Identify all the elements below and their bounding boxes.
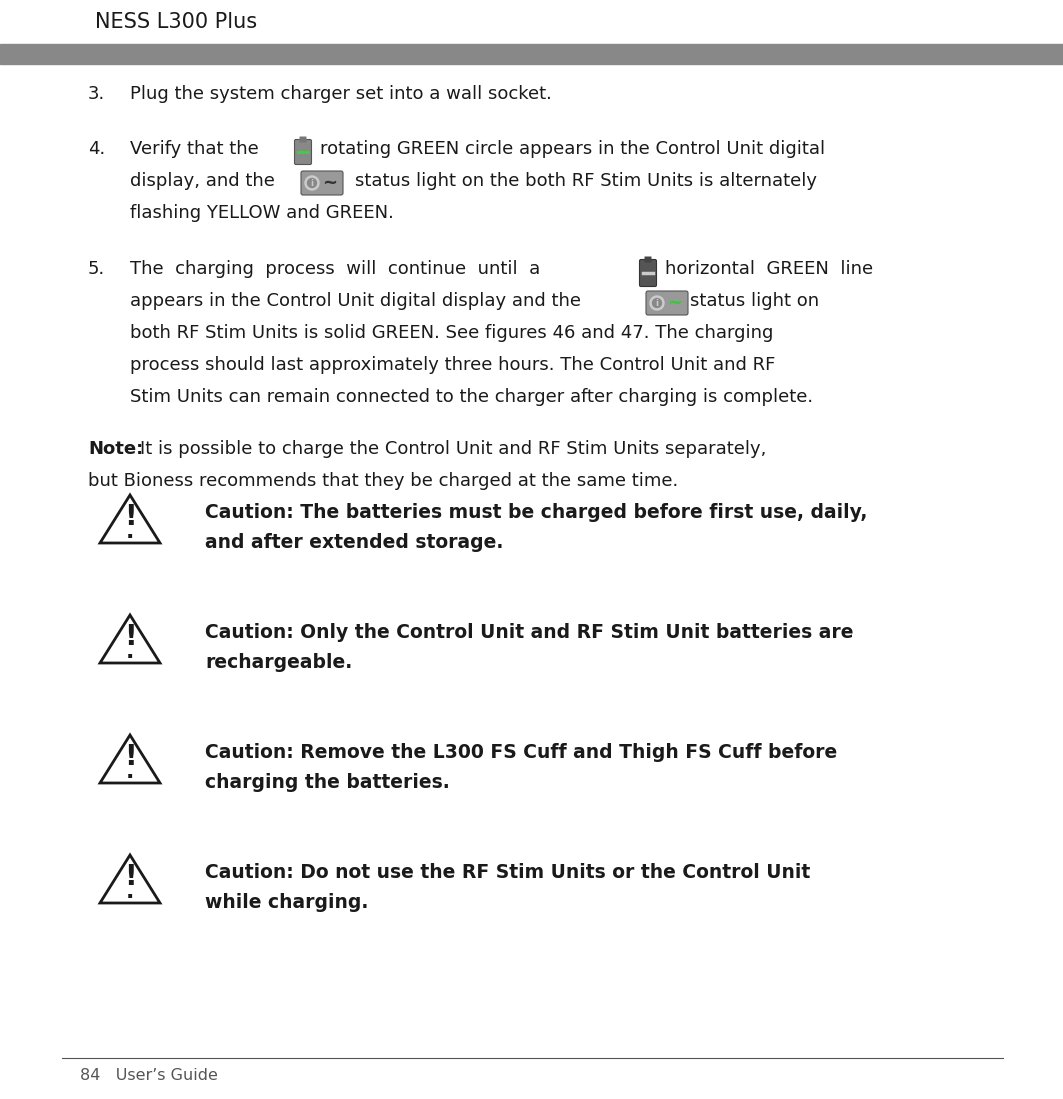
Text: Note:: Note: [88,440,144,458]
Text: The  charging  process  will  continue  until  a: The charging process will continue until… [130,260,540,278]
Text: Caution: Remove the L300 FS Cuff and Thigh FS Cuff before: Caution: Remove the L300 FS Cuff and Thi… [205,743,838,762]
Circle shape [653,299,661,308]
Text: but Bioness recommends that they be charged at the same time.: but Bioness recommends that they be char… [88,471,678,490]
FancyBboxPatch shape [294,140,311,165]
Text: display, and the: display, and the [130,173,275,190]
Text: .: . [125,763,134,782]
Text: flashing YELLOW and GREEN.: flashing YELLOW and GREEN. [130,204,394,222]
Text: status light on: status light on [690,292,820,310]
Text: 3.: 3. [88,85,105,103]
Text: 5.: 5. [88,260,105,278]
Text: both RF Stim Units is solid GREEN. See figures 46 and 47. The charging: both RF Stim Units is solid GREEN. See f… [130,324,774,342]
Text: !: ! [123,863,136,890]
Text: horizontal  GREEN  line: horizontal GREEN line [665,260,873,278]
Text: Caution: The batteries must be charged before first use, daily,: Caution: The batteries must be charged b… [205,503,867,522]
Text: Stim Units can remain connected to the charger after charging is complete.: Stim Units can remain connected to the c… [130,388,813,406]
Circle shape [305,176,319,190]
Text: Caution: Only the Control Unit and RF Stim Unit batteries are: Caution: Only the Control Unit and RF St… [205,623,854,642]
Bar [0,44,1063,64]
Text: i: i [656,299,658,308]
Text: status light on the both RF Stim Units is alternately: status light on the both RF Stim Units i… [355,173,817,190]
Text: !: ! [123,623,136,651]
Text: NESS L300 Plus: NESS L300 Plus [95,12,257,32]
Text: Plug the system charger set into a wall socket.: Plug the system charger set into a wall … [130,85,552,103]
FancyBboxPatch shape [300,136,306,143]
FancyBboxPatch shape [644,256,652,263]
Text: .: . [125,882,134,902]
Circle shape [307,178,317,188]
FancyBboxPatch shape [646,291,688,315]
Text: Verify that the: Verify that the [130,140,258,158]
Text: ~: ~ [668,295,682,312]
Text: appears in the Control Unit digital display and the: appears in the Control Unit digital disp… [130,292,581,310]
Text: rotating GREEN circle appears in the Control Unit digital: rotating GREEN circle appears in the Con… [320,140,825,158]
Text: ~: ~ [322,174,337,192]
FancyBboxPatch shape [301,171,343,195]
Text: i: i [310,178,314,188]
Text: !: ! [123,502,136,531]
Text: and after extended storage.: and after extended storage. [205,533,504,552]
Text: process should last approximately three hours. The Control Unit and RF: process should last approximately three … [130,356,775,374]
Text: .: . [125,643,134,663]
Text: Caution: Do not use the RF Stim Units or the Control Unit: Caution: Do not use the RF Stim Units or… [205,863,810,882]
Text: !: ! [123,743,136,770]
Text: rechargeable.: rechargeable. [205,653,352,671]
Text: while charging.: while charging. [205,893,369,912]
Text: 84   User’s Guide: 84 User’s Guide [80,1068,218,1083]
Circle shape [649,296,664,310]
FancyBboxPatch shape [640,259,657,287]
Text: It is possible to charge the Control Unit and RF Stim Units separately,: It is possible to charge the Control Uni… [140,440,766,458]
Text: 4.: 4. [88,140,105,158]
Text: charging the batteries.: charging the batteries. [205,773,450,792]
Text: .: . [125,522,134,543]
